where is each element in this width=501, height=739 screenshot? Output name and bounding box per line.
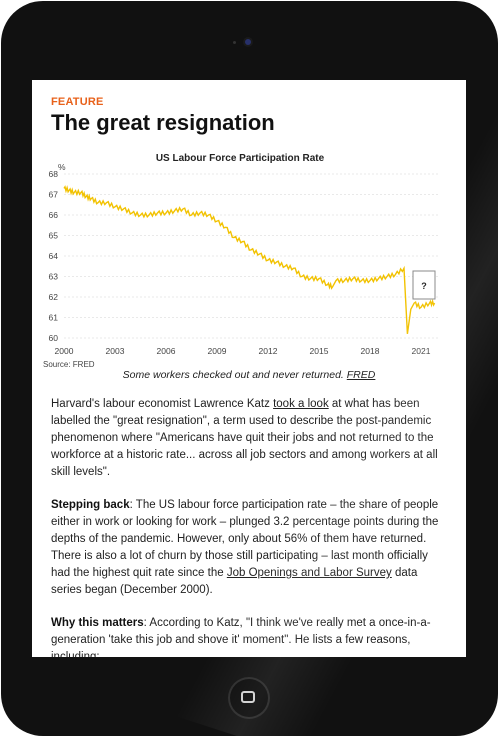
participation-rate-chart: US Labour Force Participation Rate % 60 6… [43,153,438,369]
series-line [63,185,436,334]
y-tick-label: 68 [49,169,59,179]
x-tick-label: 2009 [208,346,227,356]
caption-fred-link[interactable]: FRED [346,369,376,381]
chart-caption: Some workers checked out and never retur… [32,369,466,381]
took-a-look-link[interactable]: took a look [273,398,329,410]
y-tick-label: 63 [49,272,59,282]
x-tick-label: 2015 [310,346,329,356]
y-tick-label: 67 [49,190,59,200]
jolts-link[interactable]: Job Openings and Labor Survey [226,567,392,579]
annotation-box [412,270,436,300]
y-tick-label: 60 [49,333,59,343]
x-tick-label: 2021 [412,346,431,356]
paragraph-stepping-back: Stepping back: The US labour force parti… [51,499,439,596]
home-button[interactable] [230,679,268,717]
chart-title: US Labour Force Participation Rate [156,153,325,164]
feature-kicker: FEATURE [51,96,104,108]
chart-source: Source: FRED [43,360,95,369]
y-tick-label: 62 [49,292,59,302]
article-screen[interactable]: FEATURE The great resignation US Labour … [32,80,466,657]
caption-text: Some workers checked out and never retur… [122,369,347,381]
article-title: The great resignation [51,110,275,135]
stepping-back-label: Stepping back [51,499,130,511]
paragraph-why-matters: Why this matters: According to Katz, "I … [51,617,431,657]
x-tick-label: 2000 [55,346,74,356]
front-camera [245,39,251,45]
y-tick-label: 66 [49,210,59,220]
x-tick-label: 2012 [259,346,278,356]
paragraph-intro: Harvard's labour economist Lawrence Katz… [51,398,438,478]
annotation-mark: ? [421,281,427,291]
article-body: Harvard's labour economist Lawrence Katz… [51,396,440,657]
y-axis-unit: % [58,162,66,172]
front-sensor [233,41,236,44]
x-tick-label: 2003 [106,346,125,356]
x-tick-label: 2006 [157,346,176,356]
x-tick-label: 2018 [361,346,380,356]
y-tick-label: 61 [49,313,59,323]
y-tick-label: 64 [49,251,59,261]
why-matters-label: Why this matters [51,617,144,629]
y-tick-label: 65 [49,231,59,241]
